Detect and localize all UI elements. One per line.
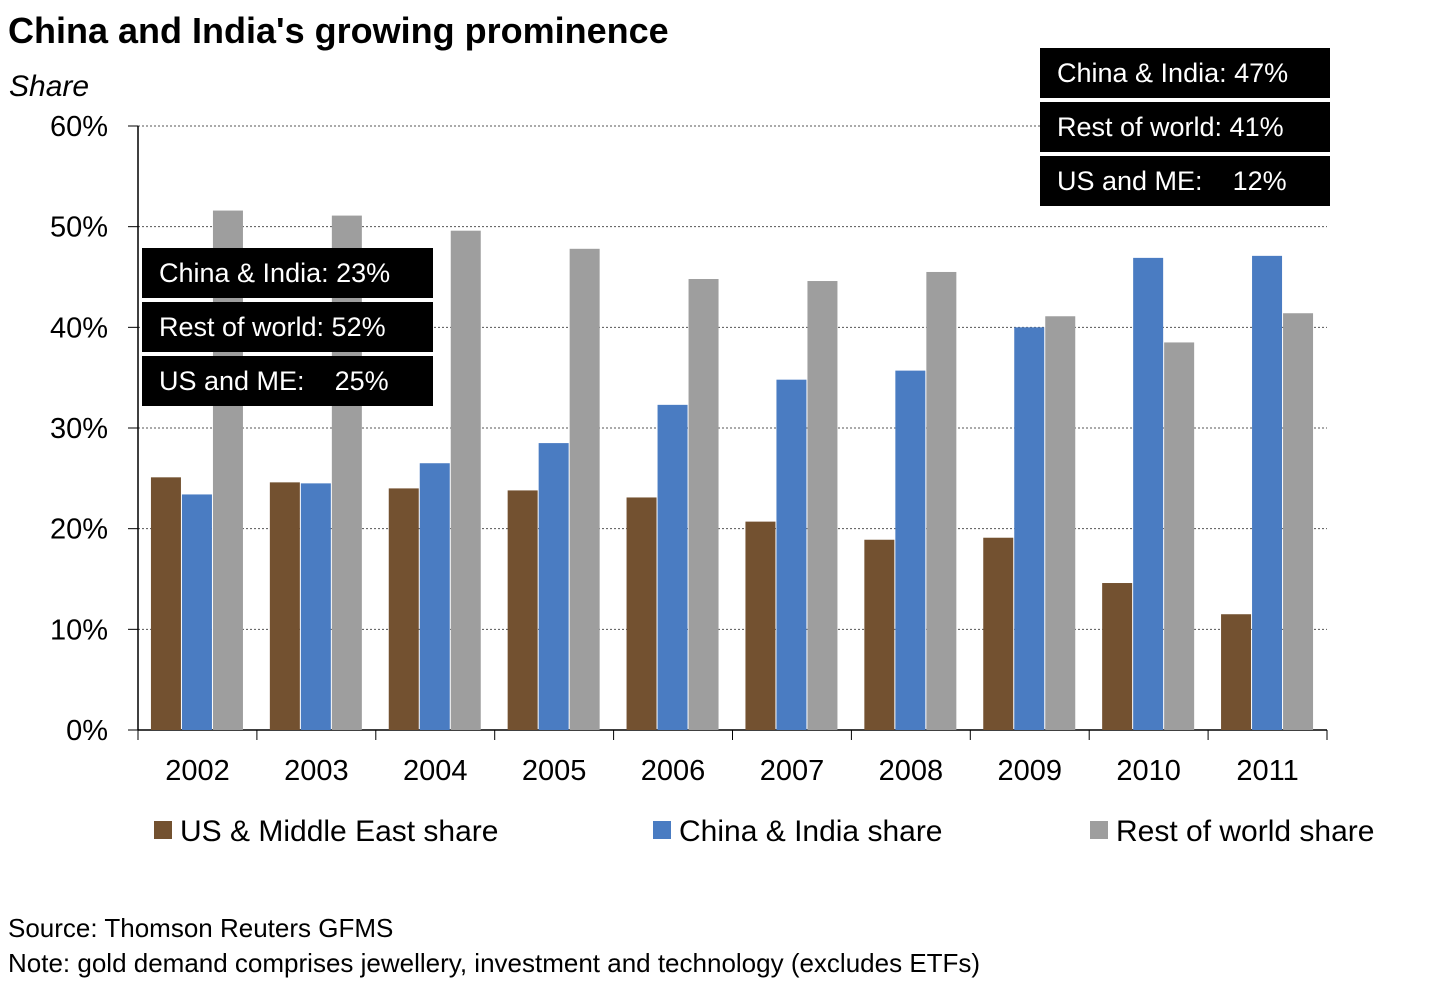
bar-rest-of-world-share-2011: [1283, 313, 1314, 730]
y-tick-label: 10%: [50, 614, 108, 646]
legend-swatch-china-india: [653, 821, 671, 839]
bar-chart: 0% 10% 20% 30% 40% 50% 60% 2002 2003 2004 2005 2006…: [50, 111, 1328, 787]
bar-rest-of-world-share-2004: [450, 230, 481, 730]
bar-rest-of-world-share-2010: [1164, 342, 1195, 730]
legend-item-rest-of-world: Rest of world share: [1090, 815, 1374, 849]
bar-china-india-share-2009: [1014, 327, 1045, 730]
legend-label-us-me: US & Middle East share: [180, 815, 499, 848]
bar-rest-of-world-share-2009: [1045, 316, 1076, 730]
x-tick-label: 2003: [284, 755, 349, 787]
y-tick-label: 50%: [50, 212, 108, 244]
bar-rest-of-world-share-2003: [331, 215, 362, 731]
bar-us-middle-east-share-2006: [626, 497, 657, 730]
legend-label-china-india: China & India share: [679, 815, 943, 848]
bar-us-middle-east-share-2007: [745, 521, 776, 730]
callout-2011-china-india: China & India: 47%: [1040, 48, 1330, 98]
x-tick-label: 2009: [997, 755, 1062, 787]
legend-label-rest-of-world: Rest of world share: [1116, 815, 1375, 848]
y-tick-label: 0%: [66, 715, 108, 747]
bar-us-middle-east-share-2004: [388, 488, 419, 730]
bar-rest-of-world-share-2006: [688, 279, 719, 730]
bar-us-middle-east-share-2010: [1102, 583, 1133, 730]
bar-us-middle-east-share-2005: [507, 490, 538, 730]
y-axis-unit-label: Share: [9, 70, 90, 103]
bar-rest-of-world-share-2007: [807, 281, 838, 730]
bar-us-middle-east-share-2011: [1221, 614, 1252, 730]
x-tick-label: 2004: [403, 755, 468, 787]
legend-swatch-rest-of-world: [1090, 821, 1108, 839]
x-tick-label: 2006: [641, 755, 706, 787]
bar-china-india-share-2005: [538, 443, 569, 730]
chart-title: China and India's growing prominence: [8, 10, 669, 51]
x-tick-label: 2007: [760, 755, 825, 787]
y-tick-label: 30%: [50, 413, 108, 445]
bar-china-india-share-2008: [895, 370, 926, 730]
source-note: Source: Thomson Reuters GFMS: [8, 913, 394, 943]
y-tick-label: 20%: [50, 514, 108, 546]
callout-2002-us-me: US and ME: 25%: [142, 356, 433, 406]
legend-item-china-india: China & India share: [653, 815, 943, 849]
bar-china-india-share-2007: [776, 379, 807, 730]
x-tick-label: 2005: [522, 755, 587, 787]
bar-rest-of-world-share-2008: [926, 271, 957, 730]
callout-2011-us-me: US and ME: 12%: [1040, 156, 1330, 206]
footnote: Note: gold demand comprises jewellery, i…: [8, 948, 981, 978]
legend-item-us-me: US & Middle East share: [154, 815, 498, 849]
x-tick-label: 2011: [1236, 755, 1298, 787]
y-tick-label: 60%: [50, 111, 108, 143]
x-tick-label: 2002: [165, 755, 230, 787]
y-tick-label: 40%: [50, 312, 108, 344]
bar-china-india-share-2006: [657, 404, 688, 730]
bar-china-india-share-2004: [419, 463, 450, 730]
callout-2002-rest-of-world: Rest of world: 52%: [142, 302, 433, 352]
bar-us-middle-east-share-2003: [269, 482, 300, 730]
x-tick-label: 2010: [1116, 755, 1181, 787]
bar-china-india-share-2010: [1133, 257, 1164, 730]
bar-china-india-share-2003: [300, 483, 331, 730]
bar-china-india-share-2002: [181, 494, 212, 730]
legend-swatch-us-me: [154, 821, 172, 839]
bar-rest-of-world-share-2005: [569, 248, 600, 730]
bar-us-middle-east-share-2009: [983, 537, 1014, 730]
callout-2011-rest-of-world: Rest of world: 41%: [1040, 102, 1330, 152]
bar-china-india-share-2011: [1252, 255, 1283, 731]
callout-2002-china-india: China & India: 23%: [142, 248, 433, 298]
x-tick-label: 2008: [879, 755, 944, 787]
bar-us-middle-east-share-2002: [150, 477, 181, 730]
bar-us-middle-east-share-2008: [864, 539, 895, 730]
